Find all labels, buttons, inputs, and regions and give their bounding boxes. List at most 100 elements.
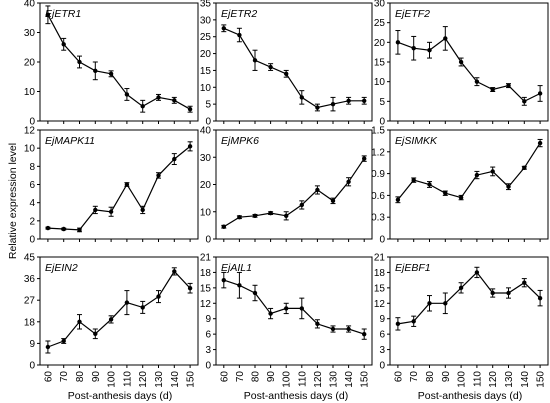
data-point [77,227,82,233]
y-tick-label: 0.9 [371,169,385,180]
y-tick-label: 0 [379,235,385,246]
x-tick-label: 70 [235,371,246,383]
data-point [346,179,351,184]
x-tick-label: 150 [360,371,371,388]
x-tick-label: 130 [504,371,515,388]
plot-frame [39,2,199,122]
y-tick-label: 3 [205,345,211,356]
plot-frame [39,129,199,240]
data-point [490,169,495,174]
data-point [93,68,98,74]
data-point [411,319,416,324]
y-tick-label: 20 [200,49,212,60]
data-point [77,319,82,324]
y-tick-label: 15 [200,66,212,77]
y-tick-label: 27 [24,296,36,307]
y-tick-label: 21 [374,253,386,264]
y-axis-label: Relative expression level [7,143,19,259]
y-tick-label: 10 [374,77,386,88]
y-tick-label: 0 [379,117,385,128]
data-point [108,209,114,214]
data-point [156,294,161,299]
data-point [443,191,448,196]
data-point [522,99,527,104]
data-point [427,301,432,306]
y-tick-label: 0 [205,361,211,372]
y-tick-label: 1.2 [371,147,385,158]
data-point [362,156,367,161]
data-point [315,105,320,110]
data-point [474,79,480,84]
y-tick-label: 2 [29,216,35,227]
plot-frame [215,2,373,122]
y-tick-label: 25 [200,32,212,43]
x-tick-label: 120 [313,371,324,388]
data-point [45,12,51,17]
panel-EjETR1: 0 10 20 30 40 EjETR1 [24,0,199,128]
data-point [522,165,527,170]
data-point [458,285,464,291]
series-line [47,145,191,231]
panel-title: EjETR1 [45,8,81,20]
series-line [223,27,365,109]
y-tick-label: 12 [374,299,386,310]
panel-title: EjEIN2 [45,262,78,274]
data-point [506,83,511,88]
data-point [93,331,98,336]
y-tick-label: 18 [24,317,36,328]
y-tick-label: 15 [374,58,386,69]
x-tick-label: 130 [329,371,340,388]
data-point [187,144,193,149]
data-point [268,311,273,316]
panel-EjAIL1: 0 3 6 9 12 15 18 21 60 70 80 90 100 110 120 130 140 150 Ej… [200,253,373,388]
data-point [330,198,336,204]
panel-EjMPK6: 0 10 20 30 40 EjMPK6 [200,126,373,246]
x-tick-label: 100 [282,371,293,388]
y-tick-label: 0 [29,235,35,246]
data-point [252,58,258,63]
y-tick-label: 40 [200,126,212,137]
data-point [45,344,51,350]
panel-EjETR2: 0 5 10 15 20 25 30 35 EjETR2 [200,0,373,128]
y-tick-label: 30 [24,28,36,39]
x-tick-label: 60 [43,371,54,383]
data-point [490,87,495,92]
y-tick-label: 0 [379,361,385,372]
y-tick-label: 9 [29,339,35,350]
data-point [237,32,242,38]
data-point [156,95,161,100]
data-point [77,59,82,65]
data-point [395,197,401,202]
data-point [458,59,464,65]
data-point [299,306,304,311]
x-axis-label-col-3: Post-anthesis days (d) [418,390,522,402]
x-tick-label: 130 [154,371,165,388]
x-tick-label: 90 [441,371,452,383]
y-tick-label: 40 [24,0,36,10]
y-tick-label: 20 [200,180,212,191]
y-tick-label: 30 [200,153,212,164]
data-point [221,277,226,283]
data-point [299,202,304,208]
y-tick-label: 5 [379,97,385,108]
data-point [221,224,226,229]
data-point [330,326,336,332]
series-line [223,158,365,228]
data-point [474,270,480,275]
y-tick-label: 8 [29,162,35,173]
y-tick-label: 1.5 [371,126,385,137]
x-tick-label: 150 [186,371,197,388]
x-tick-label: 70 [59,371,70,383]
y-tick-label: 10 [200,83,212,94]
x-tick-label: 110 [122,371,133,387]
data-point [172,98,177,103]
panel-EjETF2: 0 5 10 15 20 25 30 EjETF2 [374,0,549,128]
x-tick-label: 90 [266,371,277,383]
panel-title: EjETR2 [221,8,257,20]
data-point [395,40,401,45]
data-point [299,95,304,100]
data-point [284,213,289,219]
data-point [237,215,242,220]
x-tick-label: 80 [75,371,86,383]
x-tick-label: 80 [425,371,436,383]
